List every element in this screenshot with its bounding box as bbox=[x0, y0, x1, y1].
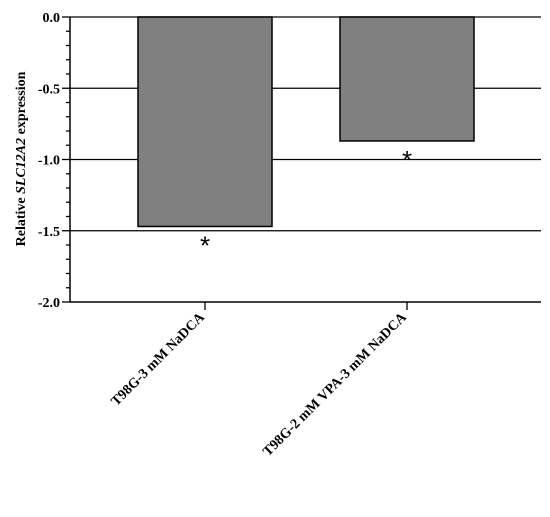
y-axis-label: Relative SLC12A2 expression bbox=[14, 71, 29, 246]
significance-markers: ** bbox=[200, 145, 412, 261]
significance-star: * bbox=[402, 145, 412, 175]
y-axis: 0.0 -0.5 -1.0 -1.5 -2.0 bbox=[38, 11, 71, 311]
bars bbox=[137, 16, 475, 228]
bar bbox=[137, 16, 273, 228]
x-tick-label: T98G-3 mM NaDCA bbox=[109, 310, 209, 410]
y-tick-label: 0.0 bbox=[43, 11, 61, 26]
significance-star: * bbox=[200, 230, 210, 260]
bar bbox=[339, 16, 475, 142]
y-tick-label: -2.0 bbox=[38, 296, 60, 311]
x-tick-label: T98G-2 mM VPA-3 mM NaDCA bbox=[260, 310, 410, 460]
y-tick-label: -1.0 bbox=[38, 154, 60, 169]
y-tick-label: -0.5 bbox=[38, 82, 60, 97]
x-axis: T98G-3 mM NaDCA T98G-2 mM VPA-3 mM NaDCA bbox=[70, 301, 541, 460]
y-tick-label: -1.5 bbox=[38, 225, 60, 240]
